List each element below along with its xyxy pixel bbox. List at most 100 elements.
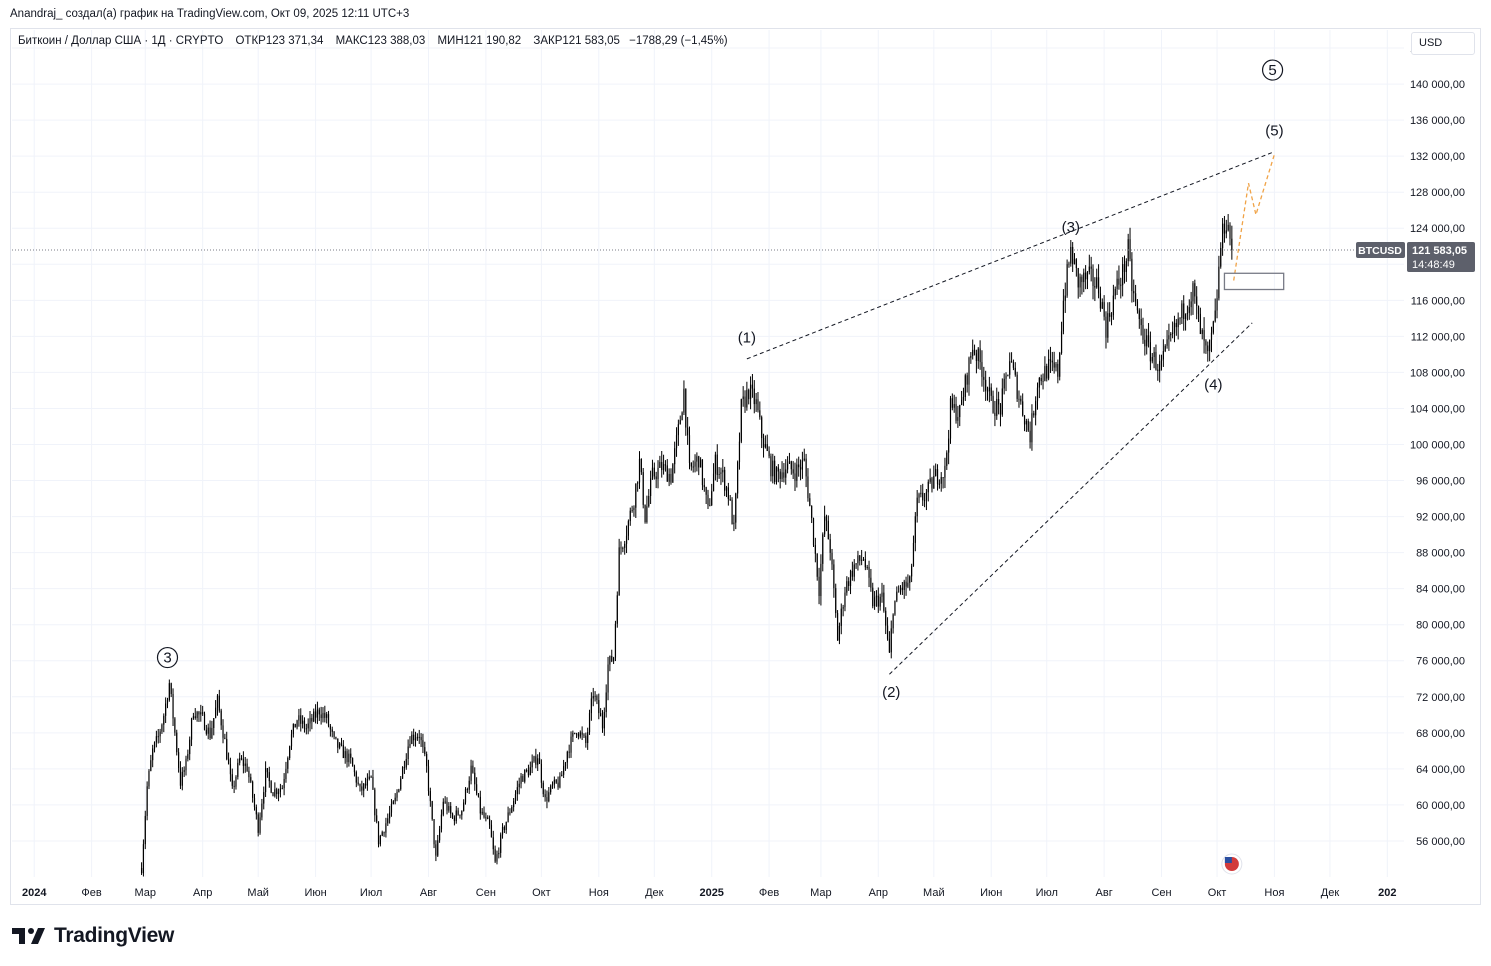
candle-body <box>396 791 398 798</box>
candle-body <box>361 786 363 791</box>
candle-body <box>442 801 444 815</box>
candle-body <box>590 698 592 714</box>
target-box <box>1223 272 1285 291</box>
candle-body <box>816 553 818 577</box>
candle-body <box>996 399 998 416</box>
candle-body <box>674 448 676 465</box>
candle-body <box>355 772 357 783</box>
candle-body <box>146 786 148 816</box>
candle-body <box>1149 342 1152 362</box>
candle-body <box>189 739 191 755</box>
candle-body <box>690 462 692 467</box>
candle-body <box>1110 315 1113 317</box>
candle-body <box>464 789 467 803</box>
candle-body <box>859 555 861 561</box>
candle-body <box>203 713 206 730</box>
candle-body <box>601 716 604 729</box>
candle-body <box>405 759 407 768</box>
candle-body <box>709 505 711 507</box>
candle-body <box>172 693 174 719</box>
candle-body <box>264 768 267 793</box>
candle-body <box>476 784 478 794</box>
x-tick-label: 2025 <box>699 887 723 899</box>
candle-body <box>316 709 319 718</box>
candle-body <box>152 748 154 761</box>
open-value: 123 371,34 <box>265 35 324 47</box>
candle-body <box>1146 335 1148 347</box>
candle-body <box>1086 271 1089 280</box>
candle-body <box>737 462 739 494</box>
candle-body <box>431 801 433 820</box>
candle-body <box>142 844 145 874</box>
candle-body <box>714 454 717 474</box>
candle-body <box>540 763 543 783</box>
candle-body <box>1159 361 1161 372</box>
x-tick-label: Май <box>923 887 945 899</box>
x-tick-label: Окт <box>1208 887 1227 899</box>
candle-body <box>535 756 537 765</box>
candle-body <box>574 732 576 734</box>
candle-body <box>140 867 143 874</box>
candle-body <box>331 729 333 732</box>
candle-body <box>263 792 265 804</box>
price-tag-value: 121 583,05 <box>1412 245 1467 257</box>
currency-button[interactable]: USD <box>1411 32 1475 55</box>
symbol-tag-bg <box>1356 242 1405 259</box>
candle-body <box>1068 263 1070 265</box>
close-label: ЗАКР <box>533 35 563 47</box>
candle-body <box>679 420 681 425</box>
candle-body <box>918 494 920 498</box>
candle-body <box>533 756 535 762</box>
candle-body <box>766 444 768 452</box>
candle-body <box>1192 283 1194 302</box>
candle-body <box>237 762 239 777</box>
candle-body <box>194 716 196 718</box>
candle-body <box>1229 224 1231 239</box>
candle-body <box>711 491 713 506</box>
candle-body <box>583 734 585 736</box>
candle-body <box>792 469 794 474</box>
candle-body <box>1027 420 1029 431</box>
y-tick-label: 60 000,00 <box>1416 800 1465 812</box>
candle-body <box>729 498 731 500</box>
candle-body <box>999 404 1002 415</box>
candle-body <box>731 499 733 525</box>
candle-body <box>903 581 905 590</box>
x-tick-label: Мар <box>810 887 832 899</box>
candle-body <box>1123 264 1126 272</box>
tradingview-logo[interactable]: TradingView <box>12 924 174 948</box>
candle-body <box>407 746 409 760</box>
candle-body <box>935 469 937 476</box>
candle-body <box>226 738 228 760</box>
candle-body <box>1047 359 1050 379</box>
candle-body <box>566 751 568 763</box>
candle-body <box>337 738 339 748</box>
candle-body <box>883 592 885 611</box>
candle-body <box>305 728 307 730</box>
symbol-tag: BTCUSD <box>1358 245 1402 257</box>
candle-body <box>409 743 411 747</box>
open-label: ОТКР <box>235 35 266 47</box>
candle-body <box>1081 276 1083 283</box>
candle-body <box>875 595 878 598</box>
candle-body <box>324 712 326 718</box>
candle-body <box>455 810 457 822</box>
candle-body <box>912 542 915 566</box>
candle-body <box>168 683 170 701</box>
candle-body <box>150 760 152 771</box>
candle-body <box>516 787 518 795</box>
candle-body <box>381 832 383 836</box>
candle-body <box>698 456 700 468</box>
candle-body <box>862 559 865 561</box>
candle-body <box>820 563 822 596</box>
candle-body <box>302 720 304 724</box>
candle-body <box>313 711 315 722</box>
candle-body <box>364 783 367 786</box>
candle-body <box>1066 264 1068 296</box>
candle-body <box>1170 333 1172 336</box>
candle-body <box>183 770 185 772</box>
candle-body <box>807 476 809 499</box>
candle-body <box>927 481 929 493</box>
candle-body <box>1151 357 1153 362</box>
